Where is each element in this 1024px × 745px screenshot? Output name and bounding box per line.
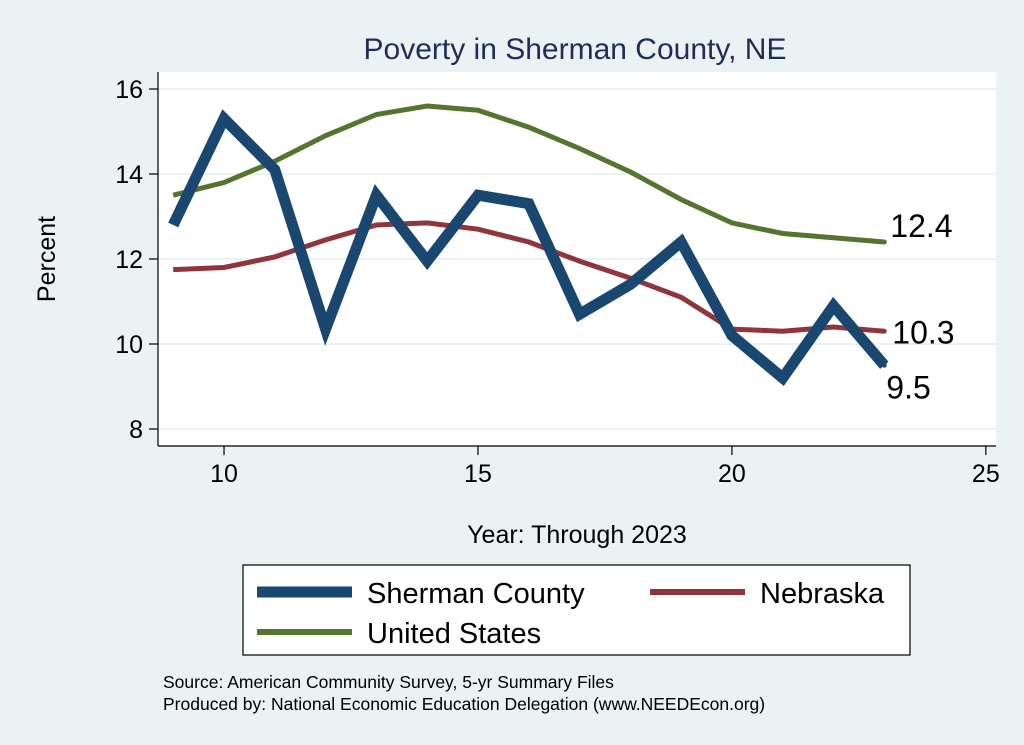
end-point-nebraska: [881, 328, 887, 334]
x-tick-label-10: 10: [210, 460, 238, 488]
legend-label-sherman-county: Sherman County: [367, 578, 585, 610]
end-label-nebraska: 10.3: [892, 314, 954, 350]
series-lines: [168, 103, 889, 387]
series-line-united-states: [172, 103, 885, 245]
y-tick-label-16: 16: [115, 76, 143, 104]
source-note: Source: American Community Survey, 5-yr …: [163, 672, 614, 692]
end-label-sherman-county: 9.5: [886, 369, 930, 405]
x-axis-label: Year: Through 2023: [467, 521, 687, 549]
producer-note: Produced by: National Economic Education…: [163, 694, 765, 714]
chart-title: Poverty in Sherman County, NE: [364, 33, 787, 66]
end-point-united-states: [881, 239, 887, 245]
legend-label-united-states: United States: [367, 618, 541, 650]
x-tick-label-15: 15: [464, 460, 492, 488]
end-value-labels: 12.4 10.3 9.5: [881, 208, 955, 405]
x-tick-label-20: 20: [718, 460, 746, 488]
y-tick-label-8: 8: [129, 416, 143, 444]
series-line-sherman-county: [168, 109, 889, 387]
y-tick-label-14: 14: [115, 161, 143, 189]
y-axis-label: Percent: [33, 216, 61, 302]
y-tick-label-12: 12: [115, 246, 143, 274]
legend-box: [242, 564, 911, 656]
x-tick-label-25: 25: [972, 460, 1000, 488]
y-tick-label-10: 10: [115, 331, 143, 359]
end-label-united-states: 12.4: [890, 208, 952, 244]
series-line-nebraska: [173, 220, 885, 334]
end-point-sherman-county: [881, 362, 887, 368]
x-axis-ticks: 10 15 20 25: [210, 446, 1000, 488]
y-axis-ticks: 8 10 12 14 16: [115, 76, 158, 444]
legend-label-nebraska: Nebraska: [760, 578, 885, 610]
